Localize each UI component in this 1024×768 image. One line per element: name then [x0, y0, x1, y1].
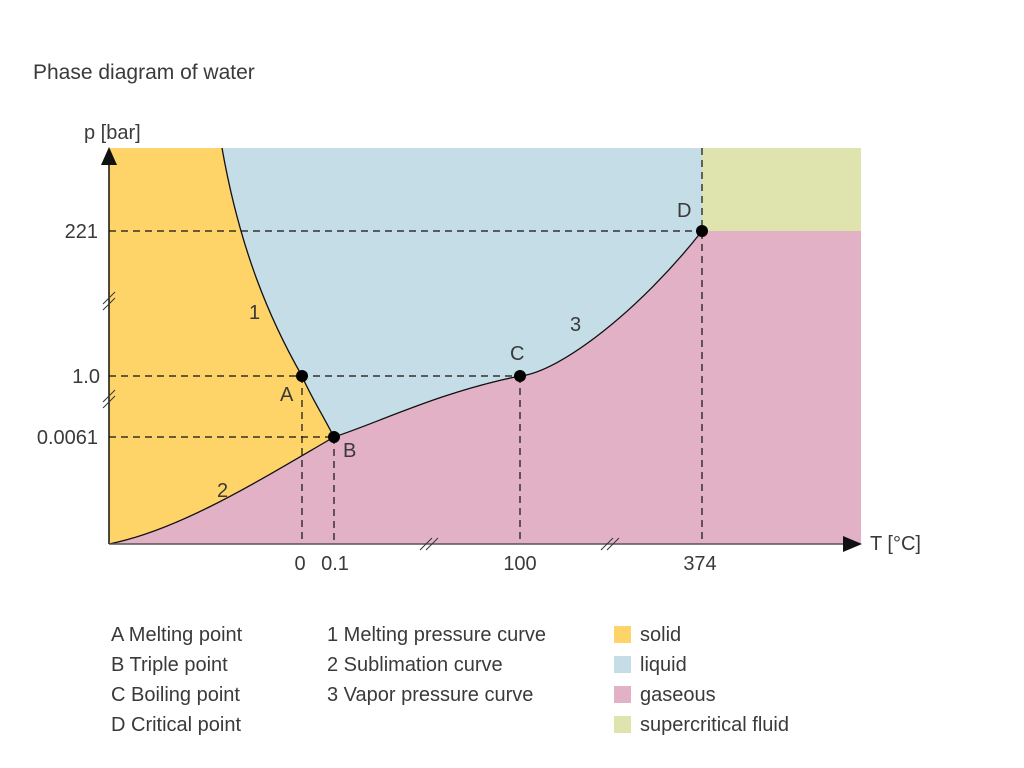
y-axis-arrow	[101, 147, 117, 165]
point-label-a: A	[280, 384, 294, 406]
x-axis-break-left	[419, 537, 439, 551]
legend-point-d: D Critical point	[111, 714, 242, 736]
region-solid	[109, 148, 334, 544]
melting-pressure-curve	[221, 147, 335, 438]
region-liquid	[222, 148, 702, 437]
x-axis-label: T [°C]	[870, 533, 921, 555]
y-axis-break-upper	[102, 291, 116, 311]
legend-phase-label: supercritical fluid	[640, 714, 789, 736]
liquid-swatch	[614, 656, 631, 673]
point-b-triple	[328, 431, 340, 443]
y-tick-0-0061: 0.0061	[37, 427, 98, 449]
point-label-c: C	[510, 343, 524, 365]
legend-phase-solid: solid	[614, 620, 789, 650]
legend-curve-2: 2 Sublimation curve	[327, 654, 503, 676]
curve-label-2: 2	[217, 480, 228, 502]
x-axis-arrow	[843, 536, 862, 552]
legend-phase-label: gaseous	[640, 684, 716, 706]
legend-point-b: B Triple point	[111, 654, 228, 676]
x-tick-0: 0	[294, 553, 305, 575]
point-d-critical	[696, 225, 708, 237]
curve-label-3: 3	[570, 314, 581, 336]
sublimation-curve	[108, 436, 335, 545]
x-tick-100: 100	[503, 553, 536, 575]
supercritical-swatch	[614, 716, 631, 733]
gaseous-swatch	[614, 686, 631, 703]
legend-phase-gaseous: gaseous	[614, 680, 789, 710]
y-tick-221: 221	[65, 221, 98, 243]
region-supercritical	[702, 148, 861, 231]
x-axis-break-right	[600, 537, 620, 551]
diagram-title: Phase diagram of water	[33, 61, 255, 84]
x-tick-374: 374	[683, 553, 716, 575]
curve-label-1: 1	[249, 302, 260, 324]
legend-curve-1: 1 Melting pressure curve	[327, 624, 546, 646]
point-c-boiling	[514, 370, 526, 382]
point-label-b: B	[343, 440, 356, 462]
y-tick-1-0: 1.0	[72, 366, 100, 388]
point-a-melting	[296, 370, 308, 382]
legend-phase-label: solid	[640, 624, 682, 646]
legend-phase-label: liquid	[640, 654, 687, 676]
solid-swatch	[614, 626, 631, 643]
point-label-d: D	[677, 200, 691, 222]
legend-point-c: C Boiling point	[111, 684, 240, 706]
y-axis-break-lower	[102, 389, 116, 409]
legend-phase-liquid: liquid	[614, 650, 789, 680]
x-tick-0-1: 0.1	[321, 553, 349, 575]
legend-curve-3: 3 Vapor pressure curve	[327, 684, 534, 706]
legend-phases: solid liquid gaseous supercritical fluid	[614, 620, 789, 740]
legend-phase-supercritical: supercritical fluid	[614, 710, 789, 740]
legend-point-a: A Melting point	[111, 624, 243, 646]
legend-curves: 1 Melting pressure curve 2 Sublimation c…	[327, 620, 546, 710]
y-axis-label: p [bar]	[84, 122, 141, 144]
legend-points: A Melting point B Triple point C Boiling…	[111, 620, 242, 740]
